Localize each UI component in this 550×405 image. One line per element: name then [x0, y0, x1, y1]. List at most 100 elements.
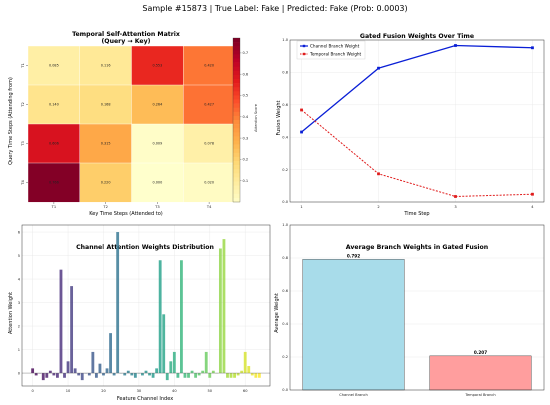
line-x-tick-label: 2 [377, 205, 379, 209]
average-plot-area: 0.0 0.2 0.4 0.6 0.8 1.0 0.792 Channel Branch 0.2… [282, 223, 545, 397]
channel-bar [31, 368, 35, 374]
channel-bar [73, 368, 77, 374]
heatmap-y-tick-label: T1 [21, 63, 25, 68]
heatmap-cell-label: 0.420 [204, 64, 214, 68]
channel-ylabel: Attention Weight [8, 292, 14, 334]
heatmap-cells: 0.085 0.116 0.553 0.420 0.140 0.168 0.264 0.427… [27, 45, 236, 203]
heatmap-xlabel: Key Time Steps (Attended to) [89, 211, 163, 217]
channel-bar [204, 351, 208, 374]
line-y-tick-label: 0.4 [282, 135, 288, 139]
line-x-tick-label: 1 [300, 205, 302, 209]
channel-bar [169, 361, 173, 374]
colorbar-segment [233, 58, 240, 63]
colorbar-tick-label: 0.4 [243, 115, 249, 119]
average-bar [302, 259, 405, 391]
colorbar-segment [233, 115, 240, 121]
channel-x-tick-label: 10 [66, 389, 71, 393]
channel-bar [70, 286, 74, 374]
line-series-channel [301, 44, 533, 133]
heatmap-cell [131, 162, 184, 203]
channel-bar [112, 373, 116, 376]
channel-bar [123, 373, 127, 376]
line-point-temporal [377, 172, 380, 176]
heatmap-cell [79, 84, 132, 125]
channel-bar [109, 333, 112, 374]
average-title: Average Branch Weights in Gated Fusion [346, 244, 488, 251]
colorbar-segment [233, 156, 240, 162]
average-y-tick-label: 0.8 [282, 256, 288, 260]
legend-channel-marker [302, 44, 306, 48]
colorbar-segment [233, 103, 240, 108]
channel-bar [165, 373, 169, 381]
average-panel: Average Branch Weights in Gated Fusion 0… [274, 223, 545, 397]
channel-bar [194, 373, 198, 378]
line-panel: Gated Fusion Weights Over Time 0.0 0.2 0.4… [276, 33, 545, 217]
line-ylabel: Fusion Weight [276, 100, 282, 135]
colorbar-tick-label: 0.3 [243, 136, 249, 140]
channel-bar [34, 373, 38, 376]
colorbar-segment [233, 46, 240, 51]
colorbar-tick-label: 0.7 [243, 51, 249, 55]
channel-bar [141, 373, 144, 376]
channel-bar [250, 373, 254, 376]
colorbar-label: Attention Score [254, 103, 258, 132]
channel-panel: Channel Attention Weights Distribution 0… [8, 224, 271, 402]
heatmap-subtitle: (Query → Key) [101, 38, 150, 45]
channel-bar [187, 373, 190, 378]
colorbar-segment [233, 42, 240, 47]
heatmap-cell [183, 45, 236, 86]
channel-y-tick-label: 6 [18, 230, 21, 234]
channel-bar [257, 373, 261, 378]
channel-bar [41, 373, 45, 381]
heatmap-cell [131, 45, 184, 86]
channel-bar [59, 269, 63, 374]
channel-y-tick-label: 1 [18, 348, 20, 352]
heatmap-cell [183, 123, 236, 164]
heatmap-cell-label: 0.315 [101, 142, 111, 146]
channel-bar [56, 373, 59, 378]
colorbar-segment [233, 193, 240, 199]
line-point-temporal [300, 108, 303, 112]
average-x-tick-label: Temporal Branch [464, 393, 495, 397]
line-xlabel: Time Step [403, 211, 429, 217]
channel-bar [80, 373, 84, 381]
channel-bar [172, 351, 176, 374]
heatmap-cell-label: 0.116 [101, 64, 111, 68]
heatmap-cell-label: 0.078 [204, 142, 214, 146]
channel-bar [52, 373, 56, 376]
channel-bar [180, 260, 183, 374]
average-ylabel: Average Weight [274, 293, 280, 333]
channel-bar [162, 314, 166, 374]
heatmap-y-tick-label: T3 [21, 141, 25, 146]
channel-x-tick-label: 30 [137, 389, 142, 393]
line-point-channel [377, 66, 380, 70]
channel-bar [77, 373, 81, 376]
colorbar-segment [233, 70, 240, 76]
colorbar-segment [233, 140, 240, 145]
colorbar-segment [233, 144, 240, 149]
channel-bar [243, 351, 247, 374]
figure-suptitle: Sample #15873 | True Label: Fake | Predi… [142, 4, 407, 13]
average-y-tick-label: 0.0 [282, 388, 288, 392]
channel-bar [247, 366, 251, 374]
colorbar-segment [233, 66, 240, 72]
heatmap-x-tick-label: T2 [102, 205, 107, 209]
channel-bar [211, 370, 215, 374]
channel-bar [148, 373, 151, 376]
colorbar-segment [233, 181, 240, 186]
channel-x-tick-label: 20 [101, 389, 106, 393]
channel-bar [226, 373, 229, 378]
legend-temporal-label: Temporal Branch Weight [309, 52, 362, 57]
legend-box [296, 40, 366, 60]
colorbar-segment [233, 79, 240, 84]
line-title: Gated Fusion Weights Over Time [360, 33, 474, 40]
channel-bar [197, 373, 201, 376]
line-y-tick-label: 0.6 [282, 103, 288, 107]
channel-bar [151, 373, 155, 378]
colorbar-segment [233, 38, 240, 43]
heatmap-ylabel: Query Time Steps (Attending from) [8, 77, 14, 165]
colorbar-segment [233, 62, 240, 67]
colorbar-segment [233, 197, 240, 203]
channel-y-tick-label: 2 [18, 324, 20, 328]
line-x-tick-label: 4 [531, 205, 534, 209]
